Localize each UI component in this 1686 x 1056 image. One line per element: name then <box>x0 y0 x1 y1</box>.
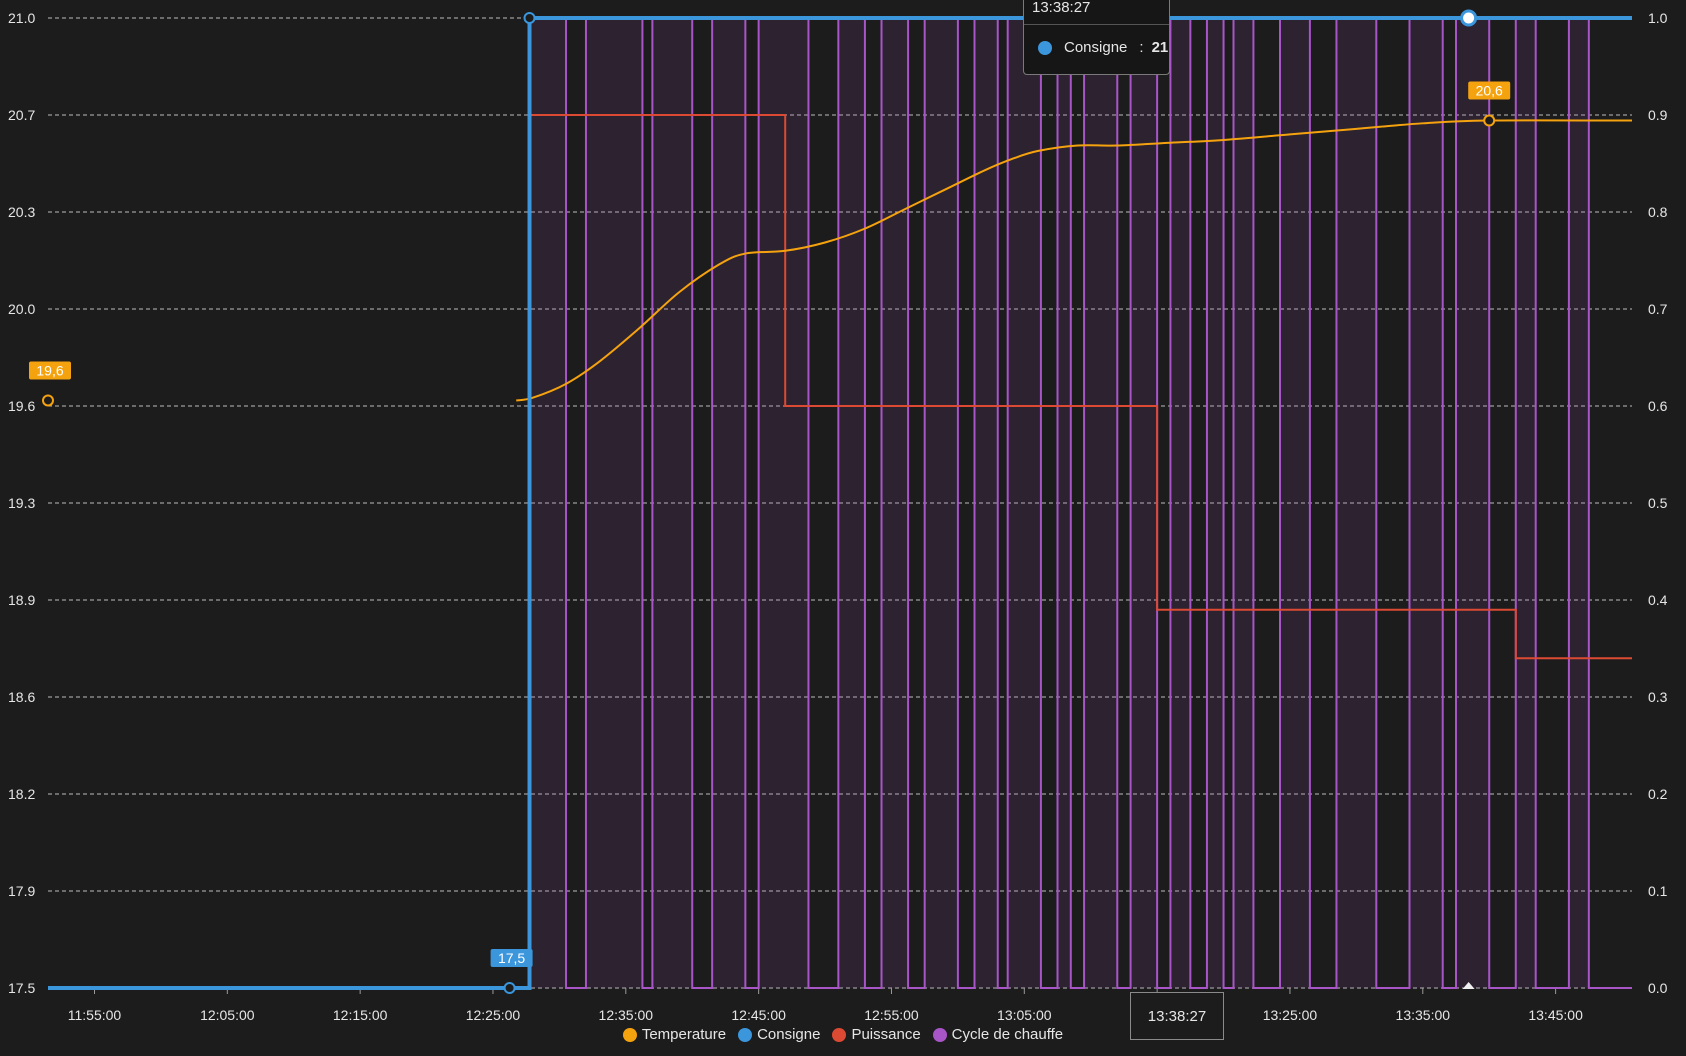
x-tick-label: 12:05:00 <box>200 1007 255 1023</box>
cycle-on-fill <box>924 18 958 988</box>
y-right-tick-label: 0.2 <box>1648 786 1668 802</box>
x-tick-label: 13:05:00 <box>997 1007 1052 1023</box>
temperature-label-start-marker <box>42 394 54 407</box>
tooltip-series-name: Consigne <box>1064 39 1128 56</box>
y-left-tick-label: 20.0 <box>8 301 35 317</box>
cycle-on-fill <box>1007 18 1041 988</box>
y-left-tick-label: 17.5 <box>8 980 35 996</box>
x-tick-label: 13:25:00 <box>1263 1007 1318 1023</box>
cycle-on-fill <box>652 18 693 988</box>
legend-item-cycle-de-chauffe[interactable]: Cycle de chauffe <box>932 1026 1064 1043</box>
y-right-tick-label: 0.9 <box>1648 107 1668 123</box>
consigne-label-start-badge <box>490 949 533 967</box>
y-right-tick-label: 0.3 <box>1648 689 1668 705</box>
tooltip-time: 13:38:27 <box>1032 0 1091 16</box>
x-tick-label: 12:35:00 <box>599 1007 654 1023</box>
tooltip-divider <box>1024 24 1169 25</box>
cycle-on-fill <box>974 18 998 988</box>
y-right-tick-label: 0.5 <box>1648 495 1668 511</box>
tooltip-series-marker <box>1038 40 1052 55</box>
temperature-label-start-badge <box>29 361 71 380</box>
y-left-tick-label: 18.2 <box>8 786 35 802</box>
y-right-tick-label: 0.0 <box>1648 980 1668 996</box>
y-left-tick-label: 20.7 <box>8 107 35 123</box>
x-tick-label: 13:35:00 <box>1396 1007 1451 1023</box>
cycle-on-fill <box>1515 18 1536 988</box>
y-right-tick-label: 0.1 <box>1648 883 1668 899</box>
cycle-on-fill <box>1057 18 1071 988</box>
series-cycle-de-chauffe <box>528 17 1632 989</box>
y-left-tick-label: 19.3 <box>8 495 35 511</box>
x-tick-label: 12:55:00 <box>864 1007 919 1023</box>
cycle-on-fill <box>529 18 567 988</box>
legend-marker-temperature <box>622 1027 637 1042</box>
tooltip-series-value: 21 <box>1151 39 1169 56</box>
temperature-label-end-marker <box>1483 114 1496 127</box>
puissance-line <box>529 114 1632 660</box>
legend-label-puissance: Puissance <box>851 1026 921 1043</box>
temperature-label-end-badge <box>1468 81 1511 100</box>
y-right-tick-label: 0.8 <box>1648 204 1668 220</box>
cycle-on-fill <box>1206 18 1224 988</box>
y-left-tick-label: 21.0 <box>8 10 35 26</box>
legend: Temperature Consigne Puissance Cycle de … <box>0 1026 1686 1043</box>
legend-marker-puissance <box>832 1027 847 1042</box>
x-tick-label: 13:45:00 <box>1528 1007 1583 1023</box>
cycle-on-fill <box>1409 18 1443 988</box>
legend-label-temperature: Temperature <box>641 1026 727 1043</box>
tooltip-row: Consigne: 21 <box>1038 39 1168 56</box>
y-left-tick-label: 17.9 <box>8 883 35 899</box>
cycle-on-fill <box>1336 18 1377 988</box>
x-tick-label: 12:15:00 <box>333 1007 388 1023</box>
legend-item-consigne[interactable]: Consigne <box>738 1026 820 1043</box>
legend-label-consigne: Consigne <box>757 1026 821 1043</box>
y-right-tick-label: 0.7 <box>1648 301 1668 317</box>
tooltip: 13:38:27 Consigne: 21 <box>1023 0 1170 75</box>
consigne-label-end-marker <box>523 12 536 24</box>
cycle-on-fill <box>1568 18 1589 988</box>
legend-item-temperature[interactable]: Temperature <box>622 1026 727 1043</box>
temperature-label-start-text: 19,6 <box>36 362 63 378</box>
x-tick-label: 12:45:00 <box>731 1007 786 1023</box>
legend-marker-cycle-de-chauffe <box>932 1027 947 1042</box>
cycle-on-fill <box>585 18 643 988</box>
legend-marker-consigne <box>738 1027 753 1042</box>
x-tick-label: 12:25:00 <box>466 1007 521 1023</box>
y-left-tick-label: 19.6 <box>8 398 35 414</box>
legend-label-cycle-de-chauffe: Cycle de chauffe <box>951 1026 1064 1043</box>
legend-item-puissance[interactable]: Puissance <box>832 1026 921 1043</box>
temperature-label-end-text: 20,6 <box>1476 83 1503 99</box>
cycle-on-fill <box>838 18 865 988</box>
y-right-tick-label: 0.4 <box>1648 592 1668 608</box>
y-right-tick-label: 1.0 <box>1648 10 1668 26</box>
cycle-on-fill <box>1456 18 1490 988</box>
cycle-on-fill <box>758 18 809 988</box>
cycle-on-fill <box>712 18 746 988</box>
y-right-tick-label: 0.6 <box>1648 398 1668 414</box>
cycle-on-fill <box>881 18 909 988</box>
consigne-label-start-marker <box>503 982 516 994</box>
cycle-on-fill <box>1084 18 1118 988</box>
consigne-hover-point <box>1460 9 1478 27</box>
y-left-tick-label: 18.9 <box>8 592 35 608</box>
axis-pointer-label: 13:38:27 <box>1130 992 1224 1040</box>
cycle-on-fill <box>1170 18 1191 988</box>
cycle-on-fill <box>1233 18 1254 988</box>
axis-pointer-caret <box>1462 982 1475 989</box>
cycle-on-fill <box>1280 18 1310 988</box>
cycle-on-fill <box>1130 18 1158 988</box>
consigne-line <box>48 16 1632 990</box>
y-left-tick-label: 18.6 <box>8 689 35 705</box>
x-tick-label: 11:55:00 <box>68 1007 122 1023</box>
consigne-label-start-text: 17,5 <box>498 950 525 966</box>
y-left-tick-label: 20.3 <box>8 204 35 220</box>
temperature-line <box>516 119 1633 402</box>
